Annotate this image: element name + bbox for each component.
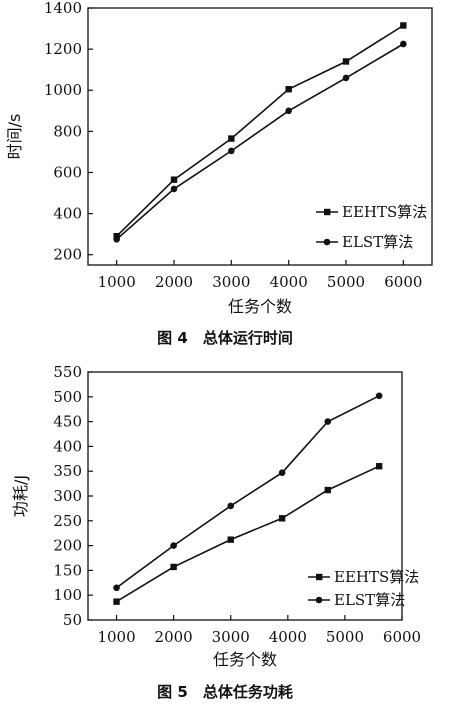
- series-line-2: [116, 43, 404, 240]
- y-tick-label: 200: [53, 537, 82, 555]
- legend-label-2: ELST算法: [334, 591, 405, 609]
- x-tick-label: 5000: [327, 273, 365, 291]
- data-point-circle: [170, 542, 177, 549]
- legend-marker-square: [316, 573, 323, 581]
- data-point-square: [113, 598, 120, 605]
- x-tick-label: 4000: [270, 273, 308, 291]
- data-point-circle: [170, 185, 178, 193]
- x-axis-title: 任务个数: [213, 650, 277, 669]
- series-line-2: [116, 395, 380, 589]
- x-tick-label: 1000: [97, 628, 135, 646]
- x-tick-label: 2000: [155, 273, 193, 291]
- x-tick-label: 6000: [383, 628, 421, 646]
- legend-label-1: EEHTS算法: [342, 203, 427, 221]
- data-point-square: [170, 563, 177, 571]
- data-point-square: [170, 176, 178, 183]
- legend-marker-circle: [315, 596, 323, 604]
- y-tick-label: 400: [53, 205, 82, 223]
- series-line-1: [116, 24, 404, 237]
- data-point-circle: [400, 40, 407, 48]
- figure-caption: 图 4 总体运行时间: [157, 329, 293, 347]
- y-axis-title: 时间/s: [5, 114, 24, 160]
- x-axis-title: 任务个数: [228, 297, 292, 316]
- data-point-circle: [285, 107, 292, 115]
- x-tick-label: 2000: [155, 628, 193, 646]
- data-point-circle: [342, 74, 350, 82]
- x-tick-label: 1000: [98, 273, 136, 291]
- y-axis-title: 功耗/J: [11, 475, 30, 517]
- y-tick-label: 100: [53, 586, 82, 604]
- data-point-circle: [324, 418, 332, 425]
- data-point-circle: [228, 147, 235, 155]
- y-tick-label: 200: [53, 246, 82, 264]
- y-tick-label: 600: [53, 163, 82, 181]
- data-point-circle: [113, 236, 120, 243]
- legend-marker-square: [324, 208, 331, 216]
- y-tick-label: 50: [63, 611, 82, 629]
- y-tick-label: 1000: [44, 81, 82, 99]
- legend-marker-circle: [323, 238, 331, 246]
- y-tick-label: 1400: [44, 0, 82, 17]
- figure-caption: 图 5 总体任务功耗: [157, 683, 293, 701]
- y-tick-label: 1200: [44, 40, 82, 58]
- data-point-square: [375, 463, 383, 470]
- y-tick-label: 550: [53, 363, 82, 381]
- y-tick-label: 800: [53, 122, 82, 140]
- x-tick-label: 5000: [326, 628, 364, 646]
- legend-label-1: EEHTS算法: [334, 568, 419, 586]
- y-tick-label: 150: [53, 561, 82, 579]
- data-point-square: [227, 536, 234, 543]
- data-point-circle: [227, 502, 235, 510]
- data-point-square: [342, 58, 350, 65]
- data-point-square: [324, 486, 331, 494]
- series-line-1: [116, 465, 380, 603]
- x-tick-label: 3000: [212, 628, 250, 646]
- data-point-square: [285, 86, 292, 93]
- x-tick-label: 4000: [269, 628, 307, 646]
- y-tick-label: 350: [53, 462, 82, 480]
- x-tick-label: 3000: [212, 273, 250, 291]
- x-tick-label: 6000: [384, 273, 422, 291]
- data-point-square: [228, 135, 235, 142]
- y-tick-label: 300: [53, 487, 82, 505]
- legend-label-2: ELST算法: [342, 233, 413, 251]
- data-point-circle: [113, 584, 120, 592]
- data-point-square: [400, 22, 407, 29]
- y-tick-label: 400: [53, 437, 82, 455]
- data-point-circle: [375, 392, 383, 400]
- y-tick-label: 250: [53, 512, 82, 530]
- y-tick-label: 500: [53, 388, 82, 406]
- data-point-circle: [278, 469, 286, 476]
- y-tick-label: 450: [53, 413, 82, 431]
- data-point-square: [278, 515, 286, 522]
- plot-frame-1: [87, 7, 433, 266]
